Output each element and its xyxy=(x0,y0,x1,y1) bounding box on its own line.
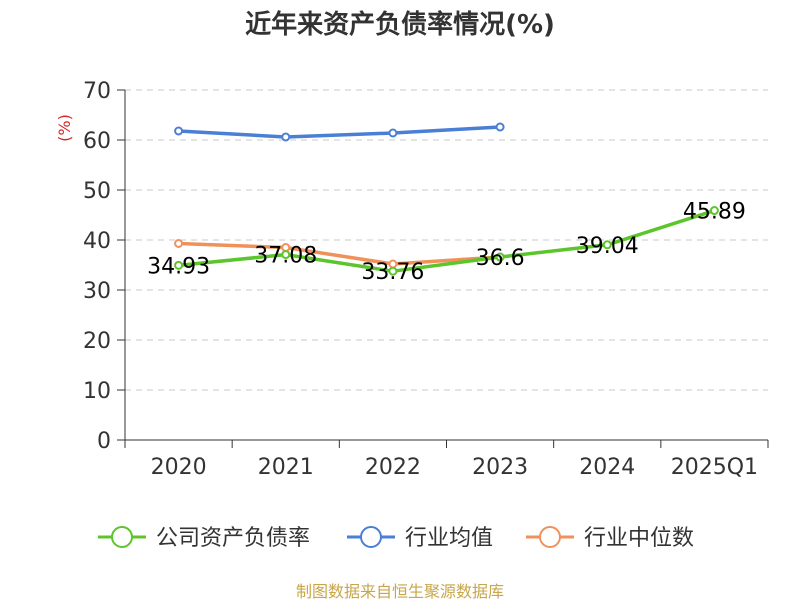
y-unit-label: (%) xyxy=(55,114,74,142)
x-tick-label: 2021 xyxy=(258,455,314,480)
data-point xyxy=(495,252,505,262)
y-tick-label: 50 xyxy=(83,179,111,204)
data-point xyxy=(281,132,291,142)
data-label: 34.93 xyxy=(147,254,210,279)
data-point xyxy=(174,239,184,248)
legend-label: 行业均值 xyxy=(405,526,493,551)
x-tick-label: 2025Q1 xyxy=(671,455,758,480)
y-tick-label: 0 xyxy=(97,429,111,454)
legend-marker xyxy=(539,526,561,548)
data-point xyxy=(709,206,719,216)
grid-lines xyxy=(125,89,768,391)
data-point xyxy=(495,122,505,132)
data-label: 36.6 xyxy=(476,246,525,271)
series-line-1 xyxy=(178,125,501,139)
legend-marker xyxy=(360,526,382,548)
series-lines xyxy=(174,122,719,276)
y-tick-label: 40 xyxy=(83,229,111,254)
data-point xyxy=(281,250,291,260)
y-tick-label: 30 xyxy=(83,279,111,304)
data-label: 33.76 xyxy=(361,260,424,285)
x-tick-label: 2020 xyxy=(151,455,207,480)
chart-title: 近年来资产负债率情况(%) xyxy=(245,10,555,40)
data-source-note: 制图数据来自恒生聚源数据库 xyxy=(295,582,504,601)
data-point xyxy=(174,260,184,270)
legend: 公司资产负债率 行业均值 行业中位数 xyxy=(98,526,694,551)
data-point xyxy=(174,126,184,136)
x-tick-label: 2023 xyxy=(472,455,528,480)
x-tick-label: 2024 xyxy=(579,455,635,480)
data-labels: 34.93 37.08 33.76 36.6 39.04 45.89 xyxy=(147,200,746,286)
data-point xyxy=(602,240,612,250)
data-label: 45.89 xyxy=(683,200,746,225)
legend-marker xyxy=(111,526,133,548)
y-tick-label: 10 xyxy=(83,379,111,404)
data-point xyxy=(388,128,398,138)
x-axis: 2020 2021 2022 2023 2024 2025Q1 xyxy=(124,439,769,480)
series-line-2 xyxy=(178,241,501,266)
data-label: 37.08 xyxy=(254,244,317,269)
y-axis: 0 10 20 30 40 50 60 70 (%) xyxy=(55,79,126,454)
legend-label: 公司资产负债率 xyxy=(156,526,310,551)
y-tick-label: 60 xyxy=(83,129,111,154)
series-line-0 xyxy=(178,208,715,273)
data-label: 39.04 xyxy=(576,234,639,259)
data-point xyxy=(388,266,398,276)
legend-label: 行业中位数 xyxy=(584,526,694,551)
y-tick-label: 20 xyxy=(83,329,111,354)
y-tick-label: 70 xyxy=(83,79,111,104)
x-tick-label: 2022 xyxy=(365,455,421,480)
